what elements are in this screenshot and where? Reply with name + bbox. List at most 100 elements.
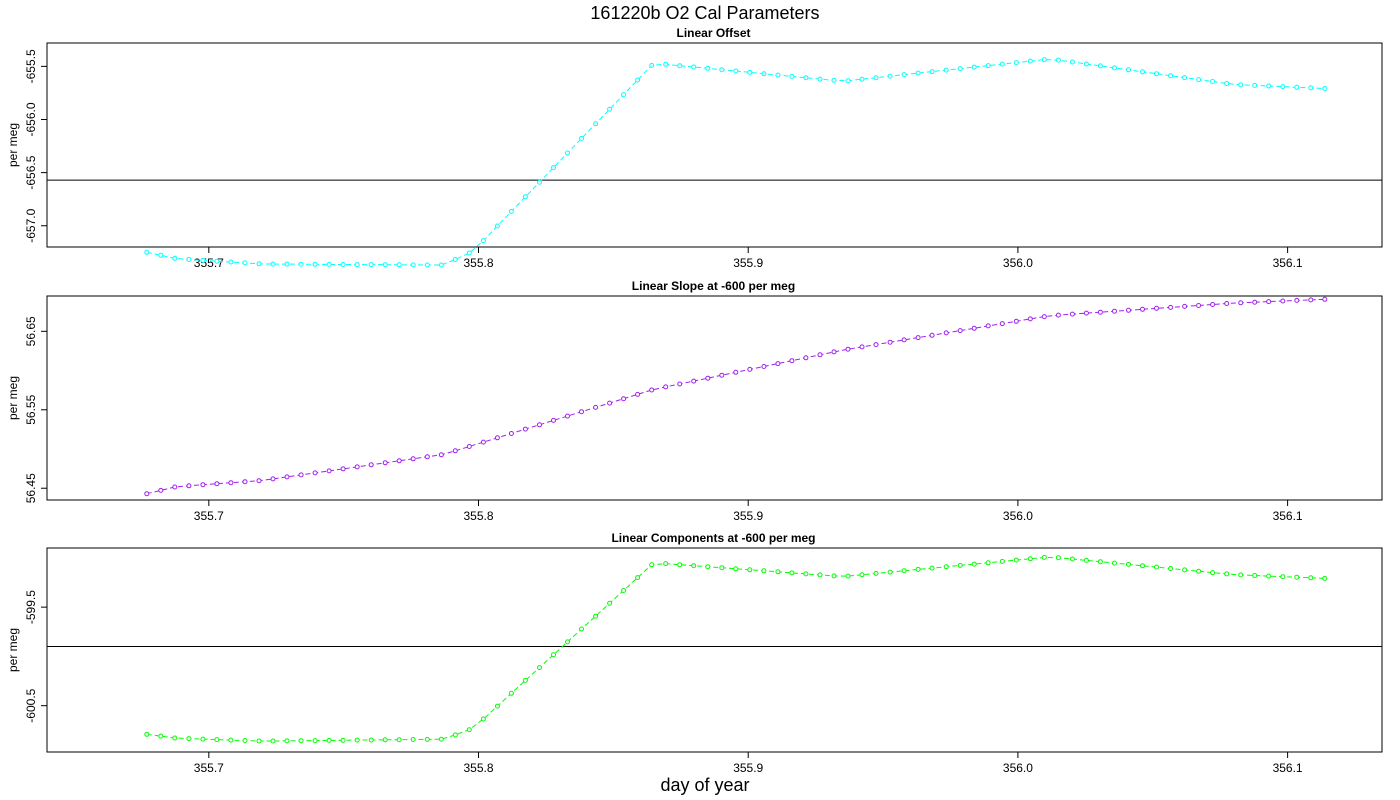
data-point (1013, 557, 1019, 563)
data-point (971, 64, 977, 70)
data-point (1322, 575, 1328, 581)
data-point (775, 569, 781, 575)
data-point (354, 262, 360, 268)
data-point (158, 487, 164, 493)
panel-2: Linear Slope at -600 per meg per meg 355.7… (6, 279, 1383, 523)
data-point (1308, 85, 1314, 91)
data-point (1055, 555, 1061, 561)
data-point (1224, 81, 1230, 86)
data-point (228, 737, 234, 743)
data-point (354, 464, 360, 470)
data-point (789, 358, 795, 364)
data-point (186, 736, 192, 742)
data-point (1210, 570, 1216, 576)
data-point (242, 738, 248, 743)
data-point (1126, 307, 1131, 313)
data-point (200, 257, 206, 263)
series-line (146, 59, 1325, 266)
data-point (1126, 561, 1131, 567)
data-point (256, 261, 262, 267)
data-point (565, 413, 570, 419)
data-point (593, 121, 599, 127)
data-point (1069, 59, 1075, 65)
data-point (845, 573, 851, 579)
data-point (494, 435, 500, 441)
data-point (593, 404, 599, 410)
x-tick-label: 355.8 (463, 509, 493, 523)
data-point (144, 491, 150, 497)
data-point (396, 737, 402, 743)
data-point (761, 364, 767, 369)
data-point (200, 736, 206, 742)
data-point (340, 262, 346, 267)
data-point (999, 558, 1005, 564)
data-point (691, 563, 697, 569)
data-point (775, 72, 781, 78)
y-axis-label: per meg (6, 628, 20, 672)
data-point (817, 572, 823, 578)
data-point (677, 381, 683, 387)
data-point (873, 570, 879, 576)
data-point (1112, 308, 1117, 314)
data-point (943, 330, 949, 336)
data-point (270, 738, 276, 744)
x-tick-label: 355.8 (463, 256, 493, 270)
data-point (733, 369, 739, 375)
data-point (831, 349, 837, 355)
figure-x-axis-label: day of year (660, 775, 749, 795)
data-point (424, 262, 430, 268)
data-point (368, 262, 374, 268)
x-tick-label: 355.9 (733, 509, 763, 523)
data-point (859, 344, 865, 350)
data-point (396, 458, 402, 464)
x-tick-label: 356.1 (1273, 761, 1303, 775)
data-point (508, 431, 514, 436)
data-point (705, 375, 711, 381)
data-point (901, 337, 907, 343)
data-point (621, 396, 627, 402)
data-point (607, 106, 613, 112)
x-tick-label: 355.7 (194, 256, 224, 270)
data-point (522, 426, 528, 432)
data-point (537, 422, 542, 428)
data-point (480, 716, 486, 722)
data-point (1168, 566, 1174, 571)
data-point (270, 261, 276, 267)
data-point (831, 573, 837, 579)
data-point (466, 444, 472, 449)
data-point (1140, 69, 1145, 75)
y-axis-label: per meg (6, 376, 20, 420)
data-point (480, 439, 486, 445)
x-tick-label: 356.0 (1003, 761, 1033, 775)
data-point (579, 626, 584, 632)
data-point (1280, 84, 1286, 90)
data-point (186, 483, 192, 489)
data-point (1154, 305, 1159, 311)
y-tick-label: -599.5 (24, 590, 38, 624)
data-point (607, 400, 613, 406)
data-point (803, 571, 809, 577)
data-point (957, 66, 963, 72)
data-point (999, 321, 1005, 327)
data-point (214, 737, 220, 743)
data-point (242, 479, 248, 485)
data-point (1083, 557, 1089, 563)
data-point (312, 470, 318, 476)
data-point (1266, 573, 1272, 579)
data-point (649, 562, 655, 568)
data-point (410, 737, 416, 742)
data-point (1224, 571, 1230, 577)
data-point (789, 73, 795, 79)
data-point (438, 736, 444, 742)
x-tick-label: 355.9 (733, 761, 763, 775)
data-point (228, 480, 234, 486)
data-point (887, 339, 893, 345)
y-tick-label: -657.0 (24, 208, 38, 242)
data-point (551, 417, 556, 423)
data-point (1196, 77, 1202, 83)
data-point (593, 613, 599, 619)
data-point (747, 567, 753, 573)
data-point (1252, 299, 1258, 305)
data-point (929, 565, 935, 571)
data-point (971, 325, 977, 331)
